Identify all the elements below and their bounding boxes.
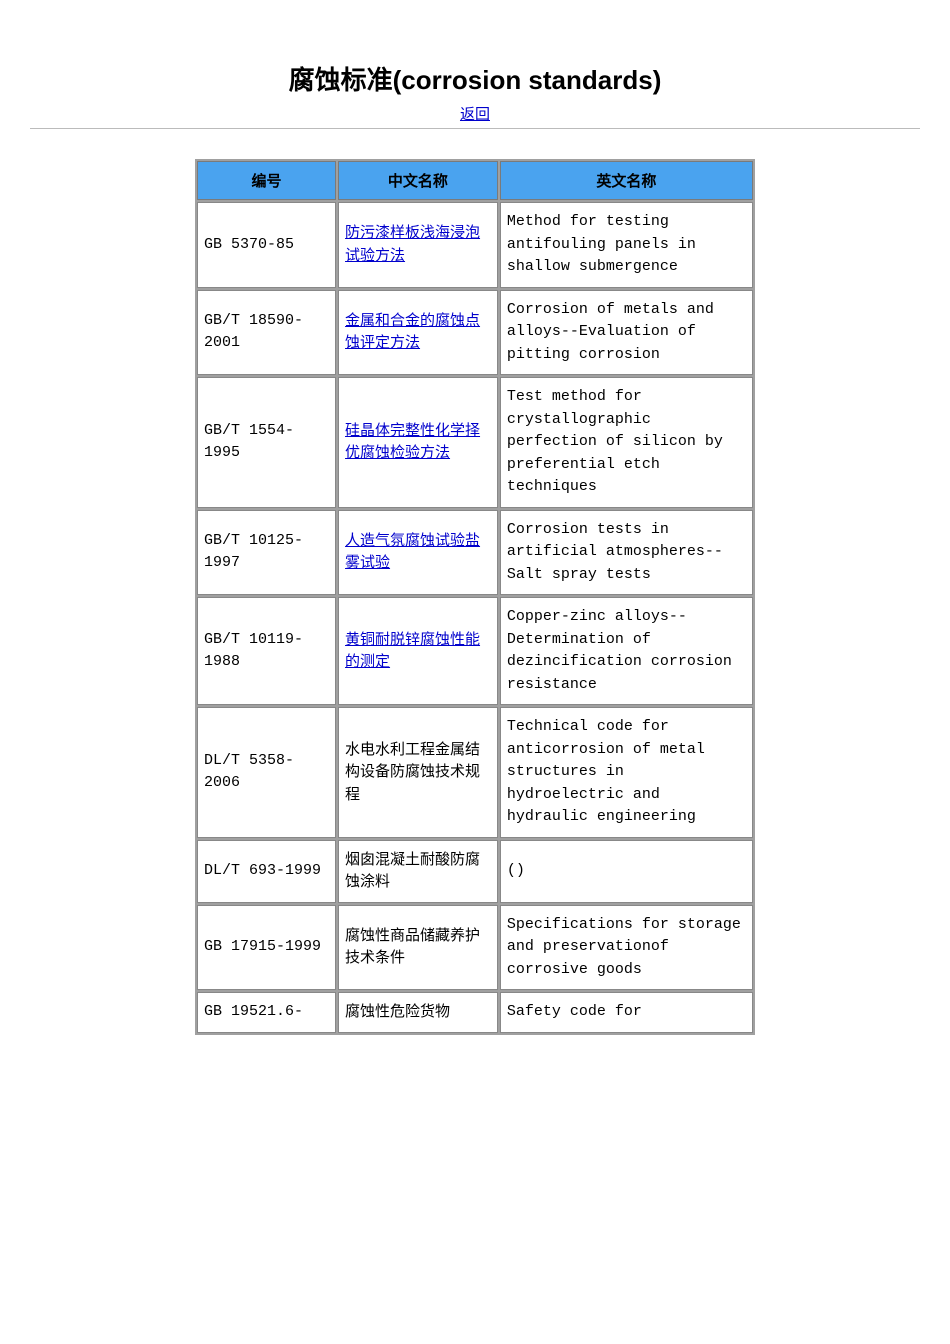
standard-cn-link[interactable]: 金属和合金的腐蚀点蚀评定方法 [345, 313, 480, 352]
standard-cn-text: 水电水利工程金属结构设备防腐蚀技术规程 [345, 742, 480, 803]
standards-table: 编号 中文名称 英文名称 GB 5370-85防污漆样板浅海浸泡试验方法 Meth… [195, 159, 755, 1035]
cell-code: GB 19521.6- [197, 992, 336, 1033]
table-row: GB/T 10125-1997人造气氛腐蚀试验盐雾试验 Corrosion tes… [197, 510, 753, 596]
cell-cn: 烟囱混凝土耐酸防腐蚀涂料 [338, 840, 498, 903]
cell-code: DL/T 5358-2006 [197, 707, 336, 838]
table-row: GB/T 1554-1995硅晶体完整性化学择优腐蚀检验方法 Test metho… [197, 377, 753, 508]
cell-code: GB 5370-85 [197, 202, 336, 288]
cell-cn: 人造气氛腐蚀试验盐雾试验 [338, 510, 498, 596]
page-title: 腐蚀标准(corrosion standards) [30, 60, 920, 97]
standard-cn-text: 烟囱混凝土耐酸防腐蚀涂料 [345, 852, 480, 891]
back-link[interactable]: 返回 [460, 107, 490, 123]
cell-en: Specifications for storage and preservat… [500, 905, 753, 991]
separator [30, 128, 920, 129]
cell-code: GB/T 1554-1995 [197, 377, 336, 508]
cell-code: GB 17915-1999 [197, 905, 336, 991]
col-header-cn: 中文名称 [338, 161, 498, 200]
standard-cn-link[interactable]: 防污漆样板浅海浸泡试验方法 [345, 225, 480, 264]
standard-cn-text: 腐蚀性商品储藏养护技术条件 [345, 928, 480, 967]
table-row: GB/T 10119-1988黄铜耐脱锌腐蚀性能的测定 Copper-zinc a… [197, 597, 753, 705]
cell-cn: 腐蚀性商品储藏养护技术条件 [338, 905, 498, 991]
standard-cn-link[interactable]: 黄铜耐脱锌腐蚀性能的测定 [345, 632, 480, 671]
cell-en: Safety code for [500, 992, 753, 1033]
standard-cn-text: 腐蚀性危险货物 [345, 1004, 450, 1020]
table-row: DL/T 5358-2006水电水利工程金属结构设备防腐蚀技术规程 Technic… [197, 707, 753, 838]
cell-cn: 黄铜耐脱锌腐蚀性能的测定 [338, 597, 498, 705]
col-header-code: 编号 [197, 161, 336, 200]
col-header-en: 英文名称 [500, 161, 753, 200]
cell-en: Test method for crystallographic perfect… [500, 377, 753, 508]
cell-en: Technical code for anticorrosion of meta… [500, 707, 753, 838]
table-row: GB 19521.6- 腐蚀性危险货物 Safety code for [197, 992, 753, 1033]
table-row: GB 17915-1999腐蚀性商品储藏养护技术条件 Specifications… [197, 905, 753, 991]
cell-cn: 硅晶体完整性化学择优腐蚀检验方法 [338, 377, 498, 508]
header-row: 编号 中文名称 英文名称 [197, 161, 753, 200]
cell-en: Copper-zinc alloys--Determination of dez… [500, 597, 753, 705]
table-row: GB/T 18590-2001金属和合金的腐蚀点蚀评定方法 Corrosion o… [197, 290, 753, 376]
cell-cn: 金属和合金的腐蚀点蚀评定方法 [338, 290, 498, 376]
standard-cn-link[interactable]: 硅晶体完整性化学择优腐蚀检验方法 [345, 423, 480, 462]
cell-en: Corrosion tests in artificial atmosphere… [500, 510, 753, 596]
cell-code: GB/T 10125-1997 [197, 510, 336, 596]
cell-en: Corrosion of metals and alloys--Evaluati… [500, 290, 753, 376]
cell-code: GB/T 18590-2001 [197, 290, 336, 376]
cell-cn: 水电水利工程金属结构设备防腐蚀技术规程 [338, 707, 498, 838]
cell-code: GB/T 10119-1988 [197, 597, 336, 705]
cell-cn: 腐蚀性危险货物 [338, 992, 498, 1033]
cell-cn: 防污漆样板浅海浸泡试验方法 [338, 202, 498, 288]
cell-en: () [500, 840, 753, 903]
table-row: GB 5370-85防污漆样板浅海浸泡试验方法 Method for testin… [197, 202, 753, 288]
standard-cn-link[interactable]: 人造气氛腐蚀试验盐雾试验 [345, 533, 480, 572]
cell-en: Method for testing antifouling panels in… [500, 202, 753, 288]
cell-code: DL/T 693-1999 [197, 840, 336, 903]
table-row: DL/T 693-1999烟囱混凝土耐酸防腐蚀涂料 () [197, 840, 753, 903]
